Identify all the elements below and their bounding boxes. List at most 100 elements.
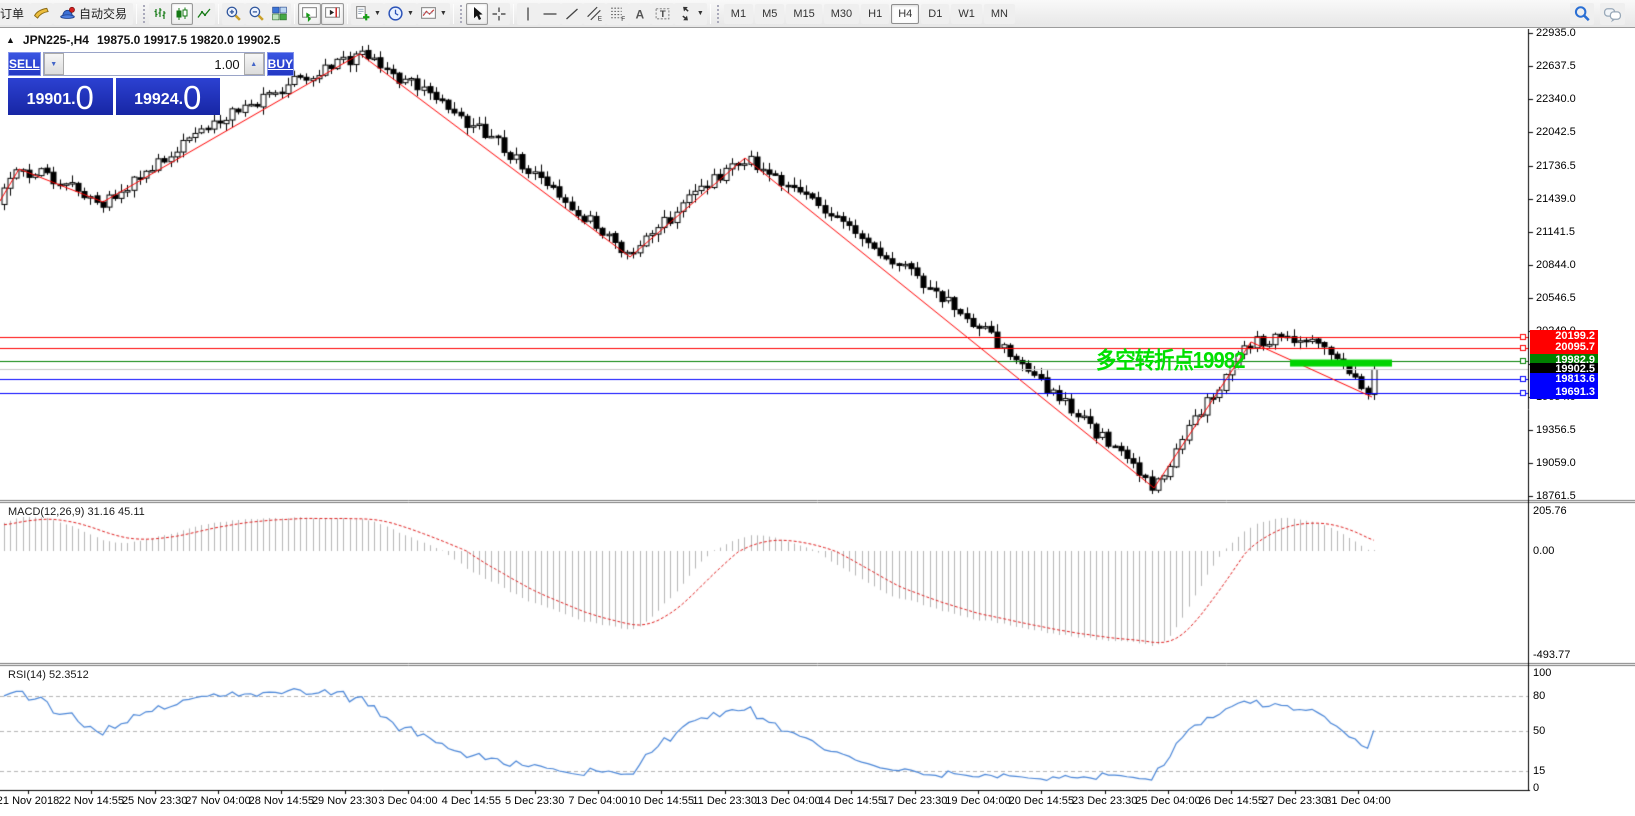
timeframe-button-m5[interactable]: M5 [755, 3, 785, 24]
date-axis-label: 5 Dec 23:30 [504, 795, 565, 807]
volume-decrease-button[interactable]: ▼ [43, 53, 64, 75]
timeframe-button-m15[interactable]: M15 [786, 3, 822, 24]
date-axis-label: 14 Dec 14:55 [818, 795, 885, 807]
separator [294, 3, 296, 24]
y-axis-tick-label: 21439.0 [1536, 192, 1576, 205]
rsi-label: RSI(14) 52.3512 [8, 669, 89, 681]
timeframe-button-m30[interactable]: M30 [823, 3, 860, 24]
trendline-icon[interactable] [560, 2, 583, 25]
macd-scale-label: 205.76 [1533, 505, 1567, 517]
chart-shift-icon[interactable] [321, 2, 345, 25]
separator [709, 3, 711, 24]
vertical-line-icon[interactable] [516, 2, 539, 25]
separator [452, 3, 454, 24]
toolbar: 订单 自动交易 [0, 0, 1635, 28]
date-axis-label: 29 Nov 23:30 [311, 795, 378, 807]
separator [136, 3, 138, 24]
sell-button[interactable]: SELL [8, 52, 41, 76]
buy-button[interactable]: BUY [266, 52, 295, 76]
bar-chart-icon[interactable] [149, 2, 172, 25]
price-chart-canvas[interactable] [0, 29, 1635, 816]
svg-text:E: E [598, 15, 602, 22]
search-icon[interactable] [1570, 2, 1594, 25]
add-indicator-button[interactable]: ▼ [351, 2, 384, 25]
periods-clock-icon [388, 6, 403, 21]
sell-price[interactable]: 19901. 0 [8, 78, 113, 115]
chevron-down-icon: ▼ [374, 10, 381, 17]
rsi-scale-label: 0 [1533, 782, 1540, 794]
svg-text:F: F [621, 16, 625, 22]
macd-scale-label: 0.00 [1533, 545, 1555, 557]
order-button[interactable]: 订单 [0, 2, 31, 25]
date-axis-label: 31 Dec 04:00 [1325, 795, 1391, 807]
ea-hat-icon [60, 6, 75, 19]
fibonacci-icon[interactable]: F [605, 2, 629, 25]
y-axis-tick-label: 19059.0 [1536, 456, 1576, 469]
sell-price-main: 19901. [26, 91, 76, 108]
level-price-label: 19813.6 [1530, 372, 1598, 386]
buy-price-main: 19924. [134, 91, 184, 108]
text-icon[interactable]: A [628, 2, 651, 25]
arrows-icon [682, 6, 689, 21]
timeframe-bar: M1 M5 M15 M30 H1 H4 D1 W1 MN [723, 3, 1016, 24]
crosshair-icon[interactable] [487, 2, 510, 25]
arrows-button[interactable]: ▼ [673, 2, 707, 25]
chat-icon[interactable] [1600, 2, 1625, 25]
volume-input[interactable] [63, 53, 244, 75]
symbol-period-label: JPN225-,H4 [22, 33, 89, 47]
channel-icon[interactable]: E [582, 2, 606, 25]
text-label-icon[interactable]: T [650, 2, 674, 25]
timeframe-button-m1[interactable]: M1 [723, 3, 754, 24]
autotrading-button[interactable]: 自动交易 [53, 2, 134, 25]
periods-button[interactable]: ▼ [383, 2, 417, 25]
line-chart-icon[interactable] [193, 2, 216, 25]
rsi-scale-label: 80 [1533, 690, 1546, 702]
horizontal-line-icon[interactable] [538, 2, 561, 25]
macd-scale-label: -493.77 [1533, 649, 1571, 661]
timeframe-button-mn[interactable]: MN [983, 3, 1015, 24]
level-price-label: 19691.3 [1530, 386, 1598, 400]
chart-annotation-text[interactable]: 多空转折点19982 [1096, 347, 1246, 373]
buy-price-big-digit: 0 [183, 79, 202, 116]
current-price-label: 19902.5 [1530, 362, 1598, 376]
svg-text:T: T [660, 9, 666, 20]
volume-stepper: ▼ ▲ [42, 52, 265, 76]
cursor-icon[interactable] [465, 2, 488, 25]
y-axis-tick-label: 20844.0 [1536, 258, 1576, 271]
chevron-down-icon: ▼ [406, 10, 414, 17]
candlestick-chart-icon[interactable] [171, 2, 194, 25]
date-axis-label: 27 Dec 23:30 [1261, 795, 1328, 807]
ohlc-values: 19875.0 19917.5 19820.0 19902.5 [96, 33, 281, 47]
template-icon [420, 7, 436, 19]
tile-windows-icon[interactable] [268, 2, 292, 25]
y-axis-tick-label: 21736.5 [1536, 159, 1576, 172]
collapse-panel-icon[interactable]: ▲ [6, 35, 15, 45]
y-axis-tick-label: 22935.0 [1536, 27, 1576, 39]
date-axis-label: 21 Nov 2018 [0, 795, 60, 807]
macd-label: MACD(12,26,9) 31.16 45.11 [8, 506, 145, 518]
auto-scroll-icon[interactable] [298, 2, 322, 25]
separator [347, 3, 349, 24]
date-axis-label: 27 Nov 04:00 [185, 795, 251, 807]
chevron-down-icon: ▼ [439, 10, 447, 17]
timeframe-button-w1[interactable]: W1 [951, 3, 982, 24]
date-axis-label: 23 Dec 23:30 [1071, 795, 1138, 807]
toolbar-grip [459, 4, 463, 23]
date-axis-label: 20 Dec 14:55 [1008, 795, 1075, 807]
timeframe-button-h1[interactable]: H1 [861, 3, 890, 24]
y-axis-tick-label: 18761.5 [1536, 490, 1576, 502]
timeframe-button-d1[interactable]: D1 [921, 3, 950, 24]
y-axis-tick-label: 19356.5 [1536, 423, 1576, 436]
template-button[interactable]: ▼ [416, 2, 450, 25]
buy-price[interactable]: 19924. 0 [115, 78, 220, 116]
zoom-out-icon[interactable] [245, 2, 269, 25]
date-axis-label: 25 Nov 23:30 [121, 795, 188, 807]
y-axis-tick-label: 22637.5 [1536, 60, 1576, 72]
date-axis-label: 11 Dec 23:30 [692, 795, 757, 807]
zoom-in-icon[interactable] [222, 2, 246, 25]
timeframe-button-h4[interactable]: H4 [891, 3, 920, 24]
volume-increase-button[interactable]: ▲ [243, 53, 264, 75]
rsi-scale-label: 15 [1533, 764, 1546, 777]
trumpet-icon[interactable] [30, 2, 54, 25]
date-axis-label: 25 Dec 04:00 [1135, 795, 1201, 807]
